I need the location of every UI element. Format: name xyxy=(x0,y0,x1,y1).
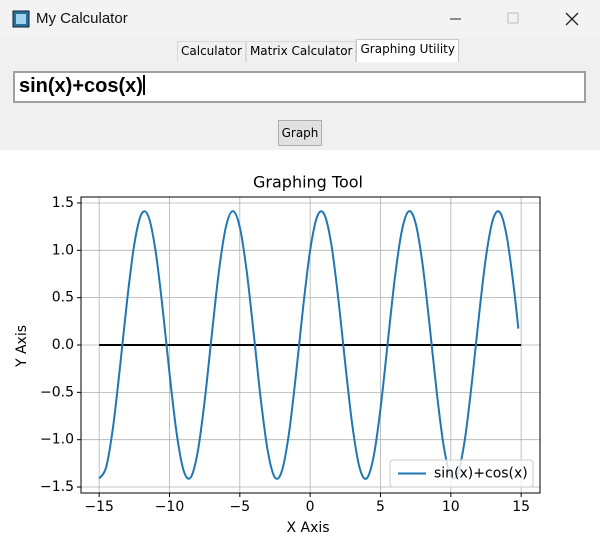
x-tick-label: −10 xyxy=(155,499,185,515)
tab[interactable]: Calculator xyxy=(177,41,246,62)
y-axis-label: Y Axis xyxy=(14,325,30,368)
x-tick-label: 0 xyxy=(306,499,315,515)
y-tick-label: 0.5 xyxy=(52,290,74,306)
chart: Graphing Tool X Axis Y Axis −15 −10 −5 0 5 10… xyxy=(0,150,600,537)
text-caret xyxy=(142,75,145,95)
tab[interactable]: Matrix Calculator xyxy=(245,41,357,62)
y-tick-label: 1.0 xyxy=(52,242,74,258)
app-icon xyxy=(12,10,30,28)
close[interactable] xyxy=(565,12,579,26)
expression-input[interactable]: sin(x)+cos(x) xyxy=(13,71,586,103)
window-controls[interactable] xyxy=(440,8,590,30)
x-axis-label: X Axis xyxy=(286,520,329,536)
maximize[interactable] xyxy=(507,12,519,24)
y-tick-label: −1.5 xyxy=(40,479,74,495)
graph-button[interactable]: Graph xyxy=(278,120,322,146)
legend-box xyxy=(389,459,534,488)
chart-title: Graphing Tool xyxy=(253,173,363,192)
expression-text[interactable]: sin(x)+cos(x) xyxy=(19,75,145,97)
x-tick-label: 15 xyxy=(512,499,530,515)
y-tick-label: 0.0 xyxy=(52,337,74,353)
legend-label: sin(x)+cos(x) xyxy=(434,466,528,482)
x-tick-label: −15 xyxy=(84,499,114,515)
x-tick-label: 10 xyxy=(442,499,460,515)
tab[interactable]: Graphing Utility xyxy=(356,39,459,62)
window-title: My Calculator xyxy=(36,10,128,27)
y-tick-label: 1.5 xyxy=(52,195,74,211)
tab-bar: Calculator Matrix Calculator Graphing Util… xyxy=(177,39,459,62)
plot-frame xyxy=(80,196,541,494)
x-tick-label: −5 xyxy=(229,499,250,515)
y-tick-label: −0.5 xyxy=(40,384,74,400)
y-tick-label: −1.0 xyxy=(40,432,74,448)
title-bar: My Calculator xyxy=(0,0,600,38)
x-tick-label: 5 xyxy=(376,499,385,515)
legend: sin(x)+cos(x) xyxy=(389,459,534,488)
